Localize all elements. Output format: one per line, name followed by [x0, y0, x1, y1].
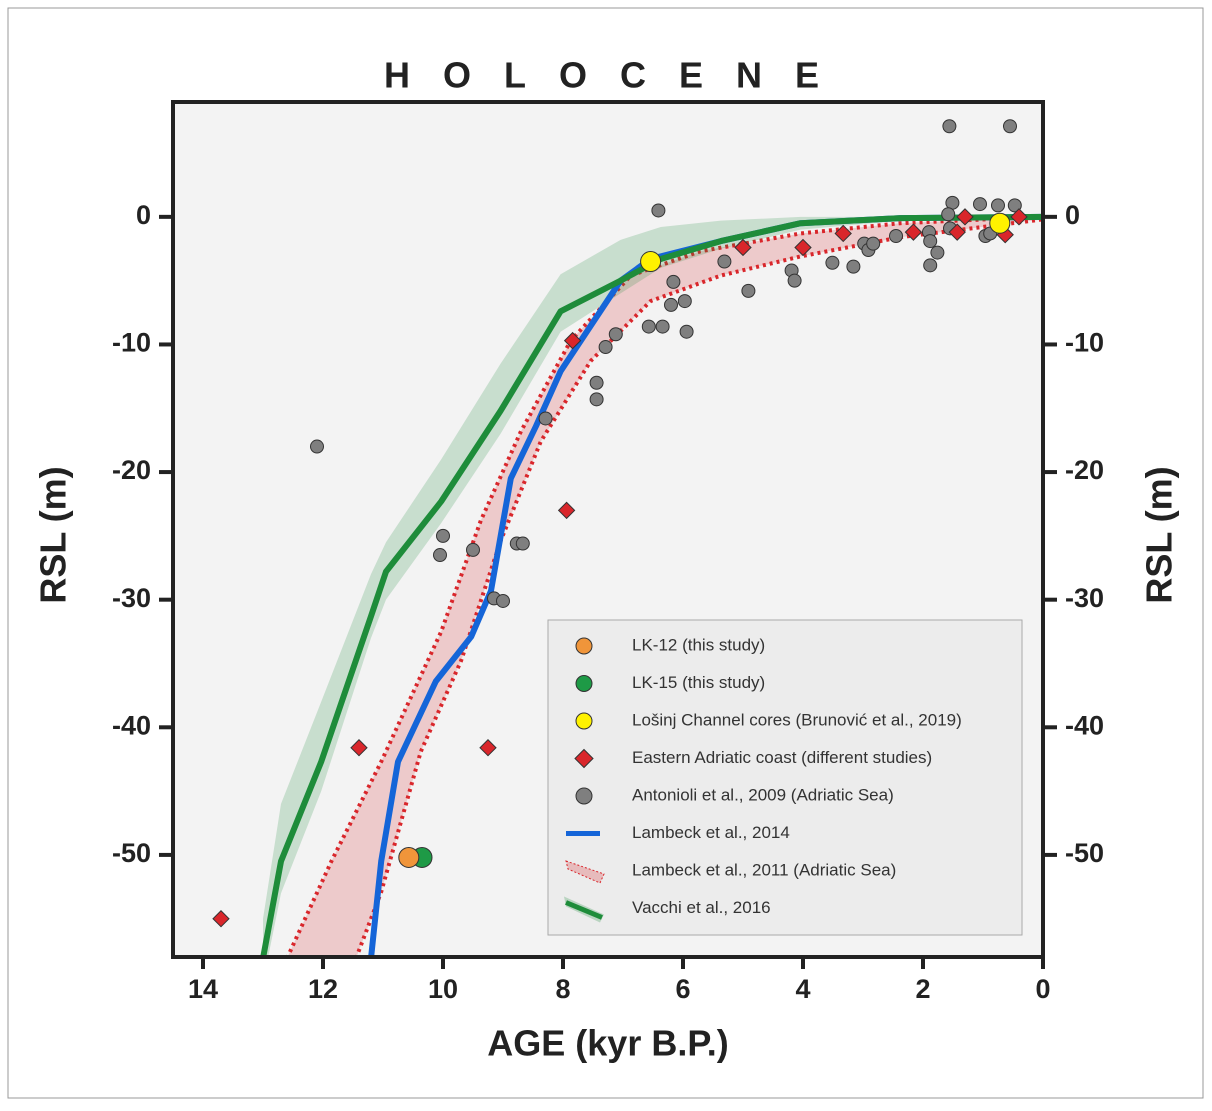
- legend-label: Lošinj Channel cores (Brunović et al., 2…: [632, 710, 962, 729]
- y-tick-label-right: -10: [1065, 328, 1104, 358]
- point: [1007, 198, 1022, 213]
- point: [677, 294, 692, 309]
- point: [563, 331, 582, 350]
- point: [834, 224, 852, 243]
- y-tick-label-right: -30: [1065, 583, 1104, 613]
- point: [666, 274, 681, 289]
- point: [794, 238, 812, 257]
- legend-swatch: [575, 787, 593, 805]
- point: [846, 259, 861, 274]
- x-tick-label: 14: [188, 974, 218, 1004]
- point: [787, 273, 802, 288]
- point: [991, 198, 1005, 213]
- point: [515, 536, 530, 551]
- point: [973, 197, 987, 212]
- legend-swatch: [575, 712, 593, 730]
- point: [1010, 208, 1028, 226]
- point: [866, 236, 881, 251]
- plot-frame: [171, 100, 1045, 959]
- y-tick-label: -10: [112, 328, 151, 358]
- point: [479, 739, 497, 757]
- legend-swatch: [575, 637, 593, 655]
- y-tick-label-right: -50: [1065, 838, 1104, 868]
- x-tick-label: 0: [1035, 974, 1050, 1004]
- point: [538, 411, 553, 426]
- point: [904, 223, 923, 241]
- y-tick-label: -50: [112, 838, 151, 868]
- x-tick-label: 6: [675, 974, 690, 1004]
- point: [608, 327, 623, 342]
- point: [930, 245, 945, 260]
- legend-label: Antonioli et al., 2009 (Adriatic Sea): [632, 785, 894, 804]
- y-tick-label: 0: [136, 200, 151, 230]
- point: [433, 548, 447, 563]
- point: [436, 528, 450, 543]
- x-tick-label: 2: [915, 974, 930, 1004]
- x-tick-label: 10: [428, 974, 458, 1004]
- x-tick-label: 12: [308, 974, 338, 1004]
- legend-swatch: [565, 900, 603, 920]
- point: [1003, 119, 1017, 134]
- legend-label: Vacchi et al., 2016: [632, 898, 771, 917]
- legend-swatch: [574, 748, 594, 769]
- y-axis-label: RSL (m): [33, 466, 74, 603]
- legend-swatch: [575, 675, 593, 692]
- band-edge: [354, 217, 1043, 957]
- point: [350, 739, 368, 757]
- y-tick-label-right: -20: [1065, 455, 1104, 485]
- band: [287, 216, 1043, 957]
- y-tick-label: -20: [112, 455, 151, 485]
- point: [923, 234, 938, 249]
- plot-layer: [212, 119, 1043, 957]
- legend-label: Eastern Adriatic coast (different studie…: [632, 748, 932, 767]
- x-tick-label: 8: [555, 974, 570, 1004]
- point: [496, 593, 510, 608]
- point: [398, 846, 420, 868]
- point: [655, 319, 670, 334]
- x-tick-label: 4: [795, 974, 810, 1004]
- point: [942, 119, 957, 134]
- legend-label: Lambeck et al., 2014: [632, 823, 790, 842]
- line: [260, 213, 1043, 957]
- point: [679, 324, 694, 339]
- point: [989, 212, 1011, 234]
- point: [589, 392, 604, 407]
- point: [212, 910, 230, 928]
- point: [923, 258, 938, 273]
- band-edge: [285, 214, 1043, 957]
- point: [651, 203, 666, 218]
- legend-label: LK-15 (this study): [632, 673, 765, 692]
- point: [889, 228, 903, 243]
- point: [598, 340, 613, 355]
- y-tick-label-right: 0: [1065, 200, 1080, 230]
- point: [589, 375, 604, 390]
- point: [310, 439, 324, 454]
- y-tick-label: -40: [112, 710, 151, 740]
- point: [734, 238, 752, 257]
- point: [948, 223, 966, 241]
- x-axis-label: AGE (kyr B.P.): [487, 1023, 728, 1064]
- legend-label: LK-12 (this study): [632, 635, 765, 654]
- point: [557, 501, 576, 520]
- point: [825, 255, 840, 270]
- point: [641, 319, 656, 334]
- legend-swatch: [565, 860, 605, 884]
- point: [664, 297, 678, 312]
- legend: [547, 619, 1023, 936]
- legend-label: Lambeck et al., 2011 (Adriatic Sea): [632, 860, 896, 879]
- point: [640, 251, 662, 273]
- point: [717, 254, 732, 269]
- y-axis-label-right: RSL (m): [1139, 466, 1180, 603]
- point: [466, 542, 480, 557]
- point: [941, 207, 956, 222]
- y-tick-label-right: -40: [1065, 710, 1104, 740]
- chart-title: HOLOCENE: [384, 55, 852, 96]
- point: [956, 208, 974, 226]
- point: [741, 283, 756, 298]
- y-tick-label: -30: [112, 583, 151, 613]
